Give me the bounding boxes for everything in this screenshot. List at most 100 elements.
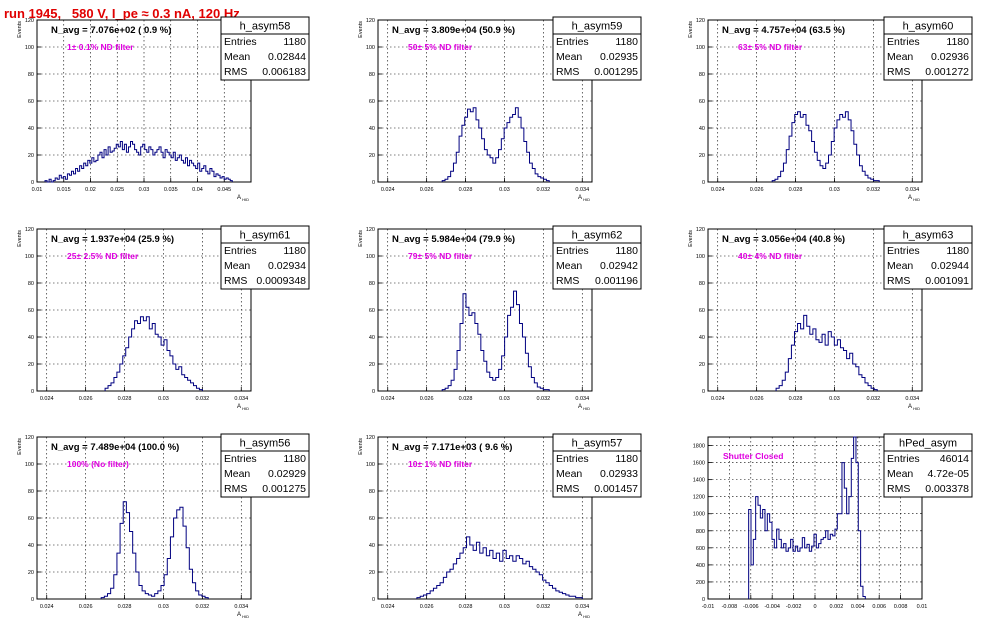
stats-label-mean: Mean	[887, 468, 913, 480]
stats-value-entries: 1180	[615, 245, 638, 257]
x-tick-label: 0.028	[118, 604, 132, 610]
y-tick-label: 60	[28, 99, 34, 105]
x-tick-label: -0.008	[722, 604, 738, 610]
x-tick-label: 0.028	[118, 396, 132, 402]
histogram-panel-h_asym61: 0.024 0.026 0.028 0.03 0.032 0.034 0 20 40 60 80 10…	[17, 225, 310, 411]
y-tick-label: 80	[699, 281, 705, 287]
x-tick-label: 0.015	[57, 187, 71, 193]
stats-value-entries: 1180	[283, 245, 306, 257]
y-tick-label: 80	[28, 489, 34, 495]
stats-value-rms: 0.006183	[262, 66, 306, 78]
x-tick-label: 0.032	[536, 396, 550, 402]
x-tick-label: 0.024	[40, 604, 54, 610]
stats-table	[220, 33, 310, 81]
y-tick-label: 100	[366, 462, 375, 468]
stats-value-mean: 0.02929	[268, 468, 306, 480]
stats-title: h_asym63	[903, 230, 954, 242]
x-tick-label: 0.032	[536, 187, 550, 193]
x-tick-label: 0.026	[420, 396, 434, 402]
x-tick-label: 0.002	[830, 604, 844, 610]
stats-box: h_asym56 Entries 1180 Mean 0.02929 RMS 0.00127…	[220, 433, 310, 498]
histogram-panel-h_asym59: 0.024 0.026 0.028 0.03 0.032 0.034 0 20 40 60 80 10…	[358, 16, 642, 202]
x-tick-label: 0.01	[32, 187, 43, 193]
stats-value-mean: 4.72e-05	[928, 468, 970, 480]
y-tick-label: 100	[25, 45, 34, 51]
stats-box: h_asym61 Entries 1180 Mean 0.02934 RMS 0.00093…	[220, 225, 310, 290]
y-tick-label: 40	[369, 543, 375, 549]
stats-title: h_asym61	[240, 230, 291, 242]
stats-value-entries: 1180	[283, 453, 306, 465]
stats-title: h_asym60	[903, 21, 954, 33]
y-tick-label: 80	[369, 72, 375, 78]
stats-table	[220, 450, 310, 498]
stats-label-mean: Mean	[887, 51, 913, 63]
stats-label-mean: Mean	[887, 260, 913, 272]
y-tick-label: 80	[369, 281, 375, 287]
x-tick-label: 0.034	[905, 187, 919, 193]
x-tick-label: 0.032	[866, 396, 880, 402]
y-tick-label: 40	[369, 126, 375, 132]
histogram-outline	[104, 316, 203, 391]
stats-box: h_asym57 Entries 1180 Mean 0.02933 RMS 0.00145…	[552, 433, 642, 498]
navg-label: N_avg = 5.984e+04 (79.9 %)	[392, 234, 515, 245]
y-tick-label: 80	[369, 489, 375, 495]
x-tick-label: 0.034	[234, 604, 248, 610]
stats-label-rms: RMS	[887, 275, 910, 287]
x-tick-label: 0.024	[40, 396, 54, 402]
y-tick-label: 20	[369, 570, 375, 576]
x-tick-label: 0.034	[575, 604, 589, 610]
x-tick-label: 0.028	[459, 396, 473, 402]
x-tick-label: 0.026	[79, 604, 93, 610]
y-tick-label: 40	[699, 335, 705, 341]
navg-label: N_avg = 7.489e+04 (100.0 %)	[51, 442, 179, 453]
stats-box: h_asym59 Entries 1180 Mean 0.02935 RMS 0.00129…	[552, 16, 642, 81]
histogram-outline	[441, 290, 550, 391]
filter-label: 100% (No filter)	[67, 459, 129, 469]
stats-value-entries: 1180	[946, 245, 969, 257]
stats-table	[552, 242, 642, 290]
x-tick-label: 0.026	[79, 396, 93, 402]
x-tick-label: 0.004	[851, 604, 865, 610]
stats-label-entries: Entries	[224, 245, 257, 257]
x-tick-label: 0.02	[85, 187, 96, 193]
y-tick-label: 20	[28, 153, 34, 159]
x-tick-label: 0.024	[381, 604, 395, 610]
y-tick-label: 20	[699, 153, 705, 159]
y-axis-label: Events	[688, 230, 694, 247]
stats-value-rms: 0.0009348	[256, 275, 306, 287]
y-axis-label: Events	[688, 21, 694, 38]
x-tick-label: 0.028	[459, 187, 473, 193]
y-axis-label: Events	[358, 438, 364, 455]
y-tick-label: 120	[696, 18, 705, 24]
stats-value-rms: 0.001275	[262, 483, 306, 495]
y-tick-label: 120	[25, 18, 34, 24]
stats-title: h_asym56	[240, 438, 291, 450]
histogram-panel-h_asym57: 0.024 0.026 0.028 0.03 0.032 0.034 0 20 40 60 80 10…	[358, 433, 642, 619]
y-tick-label: 40	[369, 335, 375, 341]
y-tick-label: 60	[369, 99, 375, 105]
histogram-outline	[771, 111, 880, 182]
stats-table	[883, 242, 973, 290]
y-tick-label: 0	[372, 597, 375, 603]
x-tick-label: 0.03	[829, 396, 840, 402]
navg-label: N_avg = 4.757e+04 (63.5 %)	[722, 25, 845, 36]
y-tick-label: 60	[699, 99, 705, 105]
x-tick-label: -0.002	[786, 604, 802, 610]
y-tick-label: 100	[25, 254, 34, 260]
histogram-outline	[416, 536, 583, 599]
stats-label-mean: Mean	[224, 51, 250, 63]
histogram-panel-h_asym58: 0.01 0.015 0.02 0.025 0.03 0.035 0.04 0.045 0 20 4…	[17, 16, 310, 202]
x-axis-label: A HID	[578, 612, 590, 619]
y-tick-label: 0	[702, 180, 705, 186]
stats-table	[552, 33, 642, 81]
y-tick-label: 1800	[693, 444, 705, 450]
x-axis-label: A HID	[578, 404, 590, 411]
plot-frame	[36, 228, 252, 392]
histogram-panel-hPed_asym: -0.01 -0.008 -0.006 -0.004 -0.002 0 0.002 0.004…	[693, 433, 973, 610]
y-tick-label: 100	[366, 254, 375, 260]
y-tick-label: 1400	[693, 478, 705, 484]
x-tick-label: 0.034	[905, 396, 919, 402]
y-tick-label: 20	[369, 153, 375, 159]
histogram-outline	[748, 436, 866, 599]
stats-value-rms: 0.003378	[925, 483, 969, 495]
